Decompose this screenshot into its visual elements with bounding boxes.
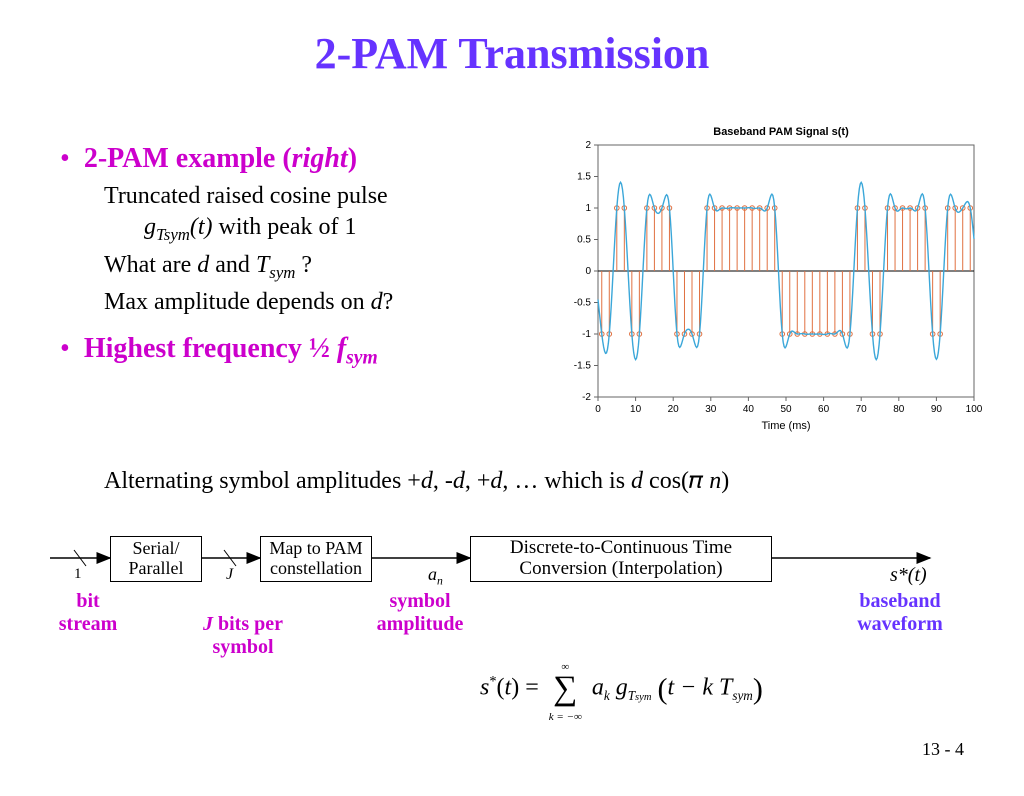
b1-end: ) [348,143,357,174]
f-a: a [592,674,604,700]
svg-text:-0.5: -0.5 [574,298,592,309]
label-jbits: J bits persymbol [178,590,308,659]
formula-s-star: s*(t) = ∞ ∑ k = −∞ ak gTsym (t − k Tsym) [480,653,763,725]
f-gsub: Tsym [628,688,652,703]
label-symamp: symbol amplitude [360,590,480,636]
sig-bot: k = −∞ [549,711,582,723]
var-1: 1 [74,566,82,583]
svg-text:Baseband PAM Signal s(t): Baseband PAM Signal s(t) [713,126,849,138]
b1s2-d: d [197,252,209,278]
b1s3-d: d [371,289,383,315]
an-n: n [437,575,443,588]
svg-text:0: 0 [595,404,601,415]
var-st: s*(t) [890,564,927,587]
b1-sub1: Truncated raised cosine pulse gTsym(t) w… [104,181,520,246]
content-left: • 2-PAM example (right) Truncated raised… [60,143,520,375]
svg-text:-1.5: -1.5 [574,361,592,372]
b2-f: f [337,333,346,364]
b1-pre: 2-PAM example ( [84,143,292,174]
box1-text: Serial/ Parallel [111,539,201,579]
box-d2c: Discrete-to-Continuous Time Conversion (… [470,536,772,582]
b2-pre: Highest frequency ½ [84,333,337,364]
an-a: a [428,564,437,584]
var-J: J [226,566,233,584]
page-title: 2-PAM Transmission [0,28,1024,79]
svg-text:20: 20 [668,404,680,415]
b2s-end: cos(𝜋 n) [643,468,729,494]
svg-text:10: 10 [630,404,642,415]
b1s3-q: ? [383,289,394,315]
b1s3-pre: Max amplitude depends on [104,289,371,315]
f-Tsub: sym [732,688,753,703]
b2-subline: Alternating symbol amplitudes +d, -d, +d… [104,468,984,495]
b1-sub3: Max amplitude depends on d? [104,287,520,318]
b1s1-g: g [144,214,156,240]
svg-text:60: 60 [818,404,830,415]
page-number: 13 - 4 [922,739,964,760]
b1-sub1b: gTsym(t) with peak of 1 [144,212,520,246]
box-map-pam: Map to PAM constellation [260,536,372,582]
svg-text:2: 2 [585,140,591,151]
svg-text:Time (ms): Time (ms) [761,420,810,432]
b2s-mid: , … which is [502,468,631,494]
label-bitstream: bit stream [48,590,128,636]
f-g: g [616,674,628,700]
pam-signal-chart: Baseband PAM Signal s(t) -2 -1.5 -1 -0.5 0 0.5… [554,123,984,433]
svg-text:1: 1 [585,203,591,214]
b1-it: right [292,143,348,174]
f-s: s [480,674,489,700]
b2s-pre: Alternating symbol amplitudes + [104,468,421,494]
sigma-icon: ∞ ∑ k = −∞ [549,653,582,725]
svg-text:90: 90 [931,404,943,415]
svg-text:70: 70 [856,404,868,415]
block-diagram: Serial/ Parallel Map to PAM constellatio… [50,528,980,658]
chart-svg: Baseband PAM Signal s(t) -2 -1.5 -1 -0.5 0 0.5… [554,123,984,433]
svg-text:40: 40 [743,404,755,415]
box3-text: Discrete-to-Continuous Time Conversion (… [471,538,771,580]
bullet-1: • 2-PAM example (right) [60,143,520,175]
svg-text:0.5: 0.5 [577,235,591,246]
var-an: an [428,564,443,588]
b1s2-and: and [209,252,256,278]
b2-fsub: sym [346,347,378,368]
b1s2-Tsub: sym [269,263,295,282]
b1s2-pre: What are [104,252,197,278]
svg-text:100: 100 [966,404,983,415]
bullet-dot-icon: • [60,335,70,363]
svg-text:-1: -1 [582,329,591,340]
bullet-2: • Highest frequency ½ fsym [60,333,520,370]
box2-text: Map to PAM constellation [261,539,371,579]
label-baseband: baseband waveform [840,590,960,636]
svg-text:30: 30 [705,404,717,415]
f-paren: ( [497,674,505,700]
svg-text:80: 80 [893,404,905,415]
svg-text:1.5: 1.5 [577,172,591,183]
svg-text:50: 50 [780,404,792,415]
bullet-1-text: 2-PAM example (right) [84,143,357,175]
bullet-2-text: Highest frequency ½ fsym [84,333,378,370]
f-ak: k [604,688,610,703]
svg-text:-2: -2 [582,392,591,403]
b1s2-T: T [256,252,269,278]
box-serial-parallel: Serial/ Parallel [110,536,202,582]
b1s2-q: ? [295,252,312,278]
b1s1-sub: Tsym [156,225,190,244]
b1-sub2: What are d and Tsym ? [104,250,520,284]
svg-text:0: 0 [585,266,591,277]
f-star: * [489,673,496,689]
b1-sub1a: Truncated raised cosine pulse [104,183,388,209]
bullet-dot-icon: • [60,145,70,173]
